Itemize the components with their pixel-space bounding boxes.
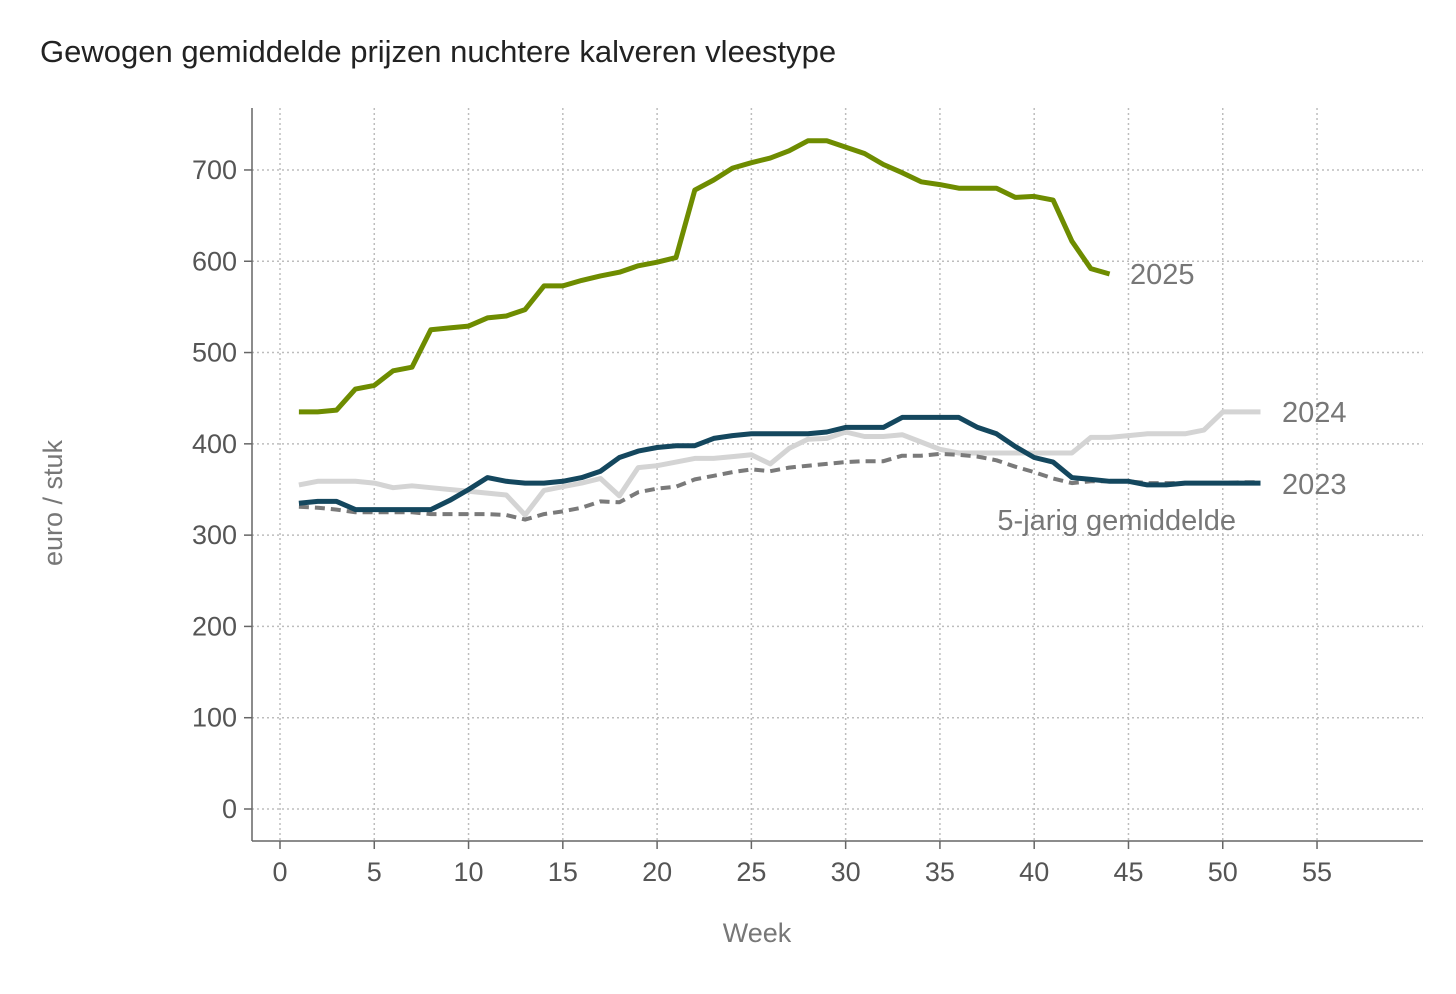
series-label: 2023 <box>1282 469 1347 501</box>
axes: 0 5 10 15 20 25 30 35 40 45 50 55010020030040050060… <box>192 108 1423 887</box>
y-tick-label: 600 <box>192 246 237 276</box>
x-tick-label: 15 <box>548 857 578 887</box>
x-tick-label: 0 <box>272 857 287 887</box>
grid <box>252 108 1423 841</box>
series-line-5-jarig-gemiddelde <box>298 451 1261 522</box>
x-tick-label: 20 <box>642 857 672 887</box>
series-labels: 2025 2024 2023 5-jarig gemiddelde <box>997 259 1346 537</box>
series-line-2023 <box>298 414 1261 513</box>
x-tick-label: 10 <box>454 857 484 887</box>
y-tick-label: 300 <box>192 520 237 550</box>
series-line-2024 <box>298 409 1261 518</box>
y-axis-label: euro / stuk <box>38 439 68 566</box>
x-axis-label: Week <box>723 918 792 948</box>
x-tick-label: 55 <box>1302 857 1332 887</box>
series-line-2025 <box>298 138 1111 415</box>
x-tick-label: 30 <box>831 857 861 887</box>
series-label: 5-jarig gemiddelde <box>997 505 1236 537</box>
x-tick-label: 5 <box>367 857 382 887</box>
series-label: 2024 <box>1282 397 1347 429</box>
x-tick-label: 40 <box>1019 857 1049 887</box>
y-tick-label: 0 <box>222 794 237 824</box>
y-tick-label: 500 <box>192 338 237 368</box>
series-lines <box>298 138 1261 522</box>
x-tick-label: 35 <box>925 857 955 887</box>
y-tick-label: 400 <box>192 429 237 459</box>
y-tick-label: 200 <box>192 611 237 641</box>
x-tick-label: 45 <box>1113 857 1143 887</box>
series-label: 2025 <box>1130 259 1195 291</box>
x-tick-label: 25 <box>736 857 766 887</box>
x-tick-label: 50 <box>1208 857 1238 887</box>
chart-title: Gewogen gemiddelde prijzen nuchtere kalv… <box>40 34 837 69</box>
y-tick-label: 100 <box>192 703 237 733</box>
y-tick-label: 700 <box>192 155 237 185</box>
